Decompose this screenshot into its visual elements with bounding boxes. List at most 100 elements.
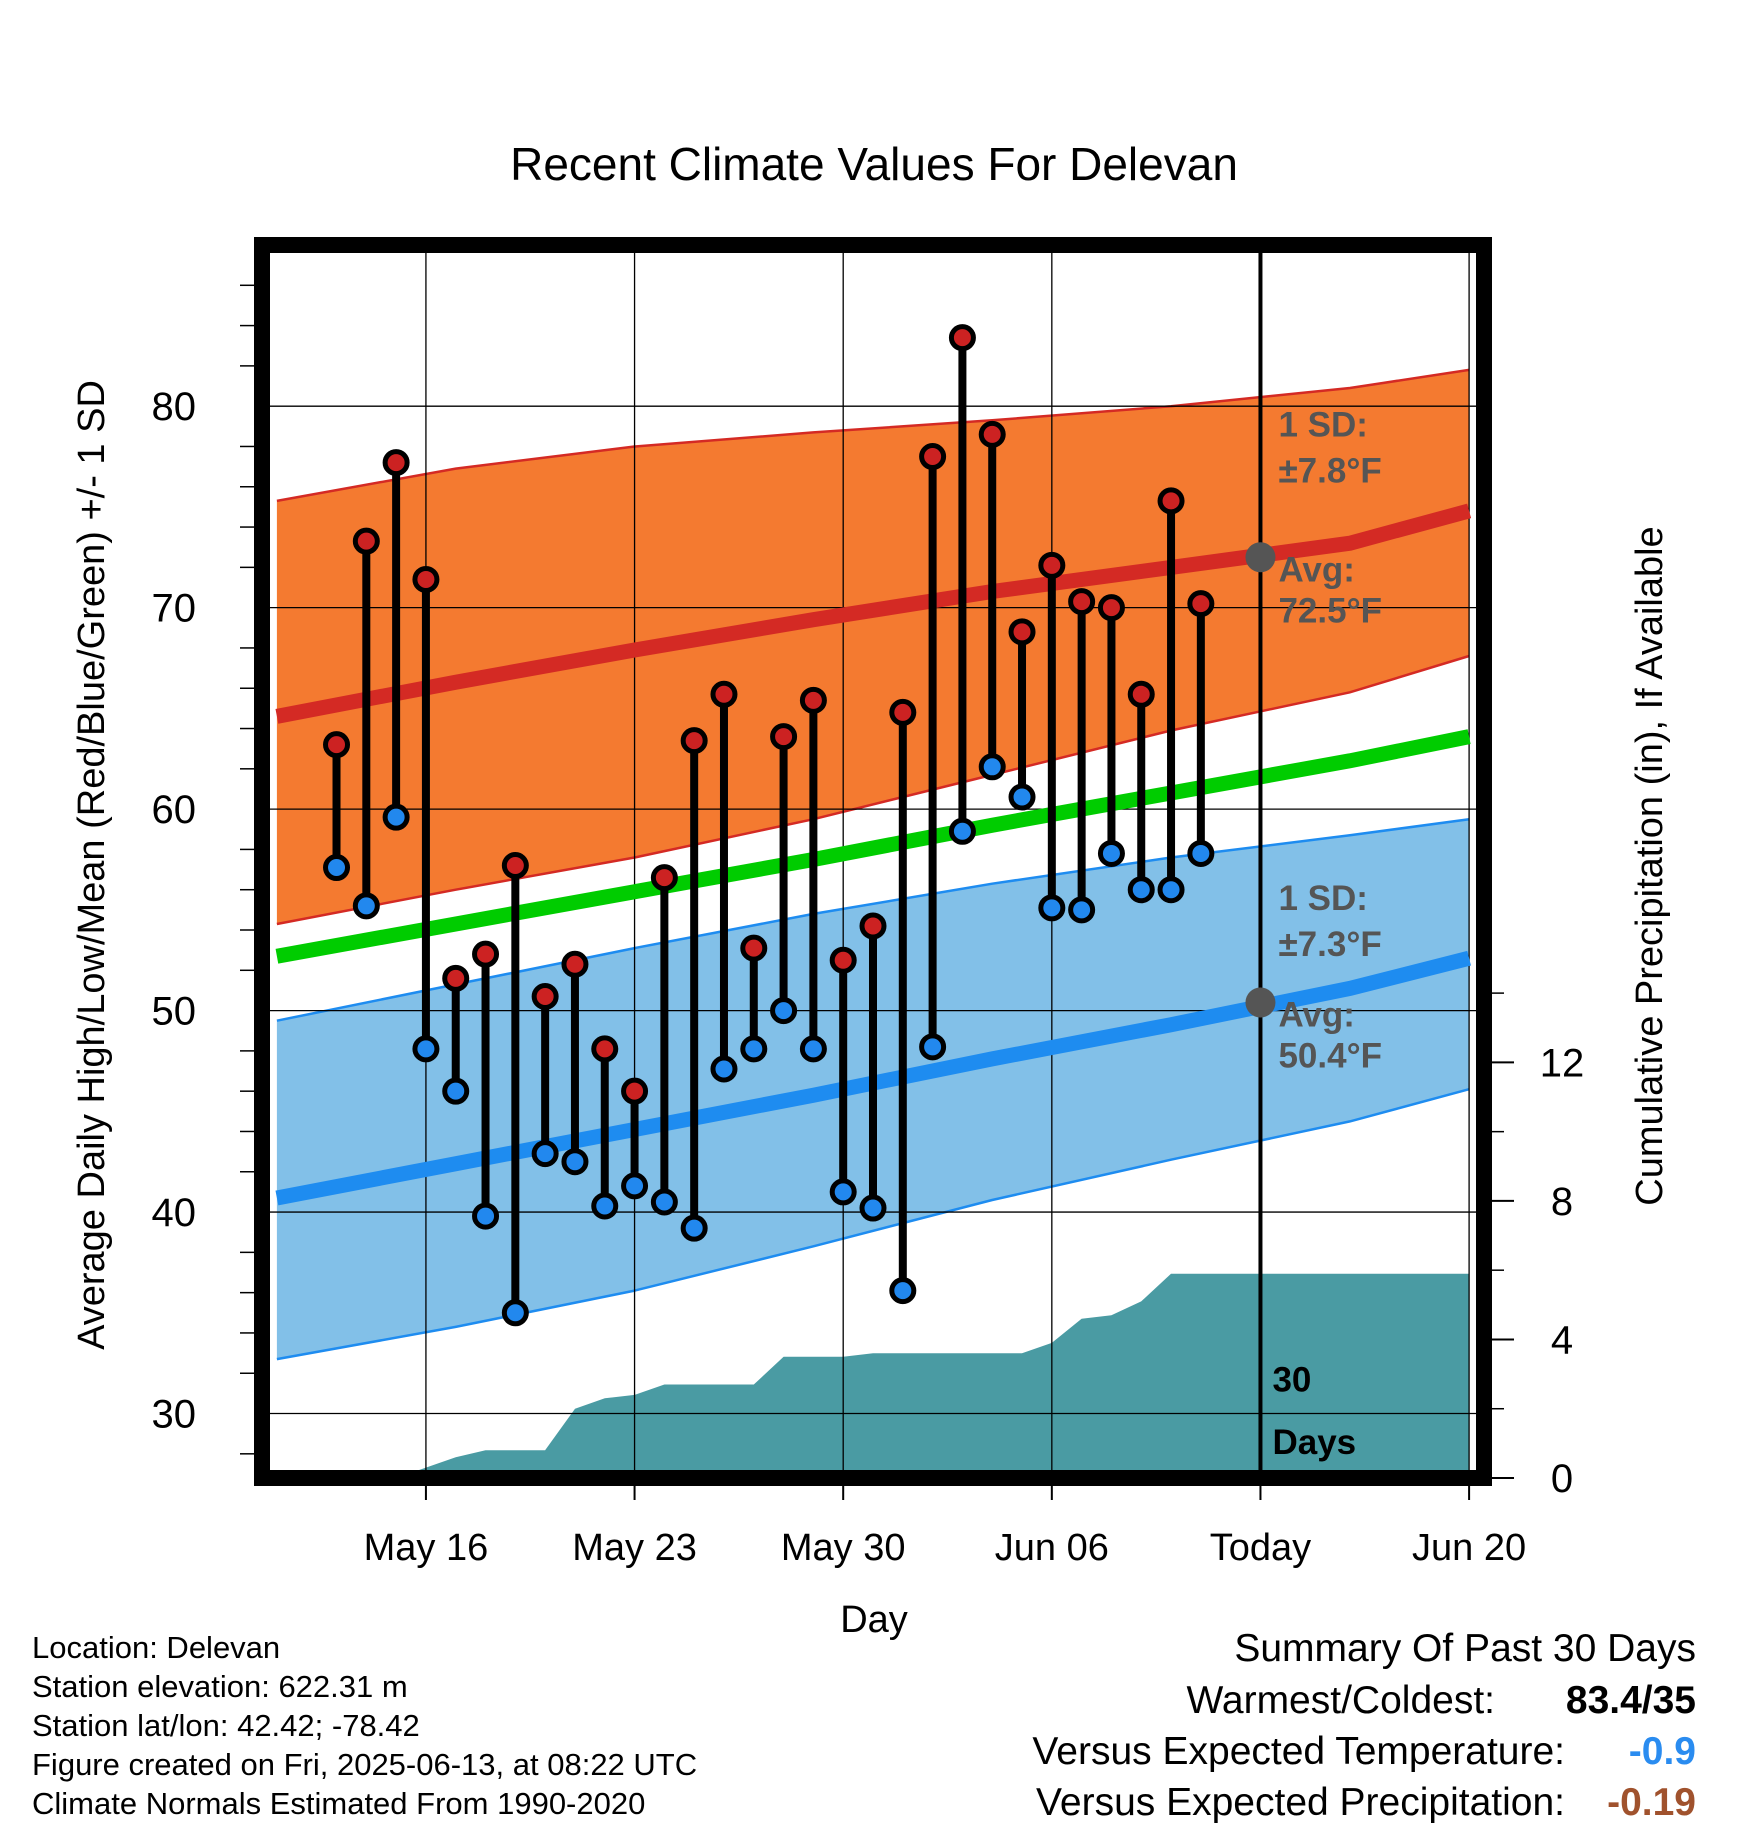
daily-low-point <box>1127 876 1155 904</box>
station-info: Location: Delevan Station elevation: 622… <box>32 1630 697 1821</box>
low-sd-label: 1 SD: <box>1278 879 1367 918</box>
y-tick-label: 80 <box>152 385 197 429</box>
info-latlon: Station lat/lon: 42.42; -78.42 <box>32 1708 420 1743</box>
daily-low-point <box>799 1035 827 1063</box>
daily-high-point <box>1068 588 1096 616</box>
y-axis-label: Average Daily High/Low/Mean (Red/Blue/Gr… <box>71 380 113 1350</box>
x-tick-label: May 30 <box>781 1527 906 1569</box>
daily-high-point <box>650 864 678 892</box>
daily-low-point <box>740 1035 768 1063</box>
daily-high-point <box>1127 680 1155 708</box>
plot-inner <box>262 245 1484 1478</box>
daily-high-point <box>591 1035 619 1063</box>
summary-temp-label: Versus Expected Temperature: <box>1032 1730 1565 1773</box>
high-avg-label: Avg: <box>1278 550 1354 589</box>
daily-low-point <box>501 1299 529 1327</box>
daily-low-point <box>352 892 380 920</box>
daily-high-point <box>561 950 589 978</box>
daily-low-point <box>442 1077 470 1105</box>
daily-high-point <box>859 912 887 940</box>
summary-warmest-value: 83.4/35 <box>1566 1679 1696 1722</box>
daily-high-point <box>978 420 1006 448</box>
high-sd-upper-line <box>276 368 1470 503</box>
daily-low-point <box>382 803 410 831</box>
daily-low-point <box>1068 896 1096 924</box>
today-high-avg-marker <box>1245 542 1276 573</box>
daily-low-point <box>948 817 976 845</box>
daily-high-point <box>382 449 410 477</box>
daily-high-point <box>799 686 827 714</box>
daily-low-point <box>1097 839 1125 867</box>
window-label-unit: Days <box>1272 1423 1356 1462</box>
daily-high-point <box>948 324 976 352</box>
daily-high-point <box>770 723 798 751</box>
daily-high-point <box>740 934 768 962</box>
precipitation-area <box>396 1273 1470 1478</box>
summary-title: Summary Of Past 30 Days <box>1234 1627 1696 1670</box>
y2-axis-label: Cumulative Precipitation (in), If Availa… <box>1629 526 1671 1205</box>
daily-low-point <box>889 1277 917 1305</box>
daily-high-point <box>829 946 857 974</box>
summary-precip-value: -0.19 <box>1607 1781 1696 1824</box>
summary-panel: Summary Of Past 30 Days Warmest/Coldest:… <box>1032 1627 1696 1824</box>
daily-low-point <box>978 753 1006 781</box>
y2-tick-label: 0 <box>1551 1457 1573 1501</box>
daily-low-point <box>650 1188 678 1216</box>
daily-high-point <box>531 982 559 1010</box>
daily-high-point <box>1157 487 1185 515</box>
daily-low-point <box>859 1194 887 1222</box>
summary-warmest-label: Warmest/Coldest: <box>1187 1679 1495 1722</box>
info-created: Figure created on Fri, 2025-06-13, at 08… <box>32 1747 697 1782</box>
daily-high-point <box>412 565 440 593</box>
daily-high-point <box>1187 590 1215 618</box>
today-low-avg-marker <box>1245 987 1276 1018</box>
y2-tick-label: 4 <box>1551 1318 1573 1362</box>
daily-high-point <box>1097 594 1125 622</box>
daily-high-point <box>323 731 351 759</box>
daily-high-point <box>472 940 500 968</box>
window-label-count: 30 <box>1272 1360 1311 1399</box>
daily-low-point <box>412 1035 440 1063</box>
daily-high-point <box>1008 618 1036 646</box>
daily-low-point <box>591 1192 619 1220</box>
summary-precip-label: Versus Expected Precipitation: <box>1036 1781 1565 1824</box>
y-tick-label: 60 <box>152 788 197 832</box>
daily-high-point <box>1038 551 1066 579</box>
daily-high-point <box>621 1077 649 1105</box>
daily-low-point <box>710 1055 738 1083</box>
daily-low-point <box>531 1140 559 1168</box>
chart-title: Recent Climate Values For Delevan <box>510 138 1238 190</box>
daily-low-point <box>770 997 798 1025</box>
daily-low-point <box>561 1148 589 1176</box>
y-tick-label: 50 <box>152 990 197 1034</box>
high-sd-value: ±7.8°F <box>1278 452 1381 491</box>
daily-high-point <box>680 727 708 755</box>
high-sd-label: 1 SD: <box>1278 405 1367 444</box>
daily-low-point <box>829 1178 857 1206</box>
daily-high-point <box>352 527 380 555</box>
x-tick-label: Today <box>1210 1527 1311 1569</box>
summary-temp-value: -0.9 <box>1629 1730 1696 1773</box>
daily-high-point <box>501 852 529 880</box>
normal-high-line <box>275 503 1472 724</box>
x-tick-label: Jun 20 <box>1412 1527 1526 1569</box>
y-tick-label: 70 <box>152 587 197 631</box>
daily-low-point <box>1157 876 1185 904</box>
x-tick-label: May 23 <box>572 1527 697 1569</box>
daily-low-point <box>1008 783 1036 811</box>
low-avg-value: 50.4°F <box>1278 1037 1382 1076</box>
daily-low-point <box>323 854 351 882</box>
daily-low-point <box>919 1033 947 1061</box>
y-tick-label: 40 <box>152 1191 197 1235</box>
daily-high-point <box>889 698 917 726</box>
x-axis-label: Day <box>840 1599 908 1641</box>
info-elevation: Station elevation: 622.31 m <box>32 1669 408 1704</box>
daily-high-point <box>442 964 470 992</box>
low-sd-value: ±7.3°F <box>1278 925 1381 964</box>
y2-tick-label: 12 <box>1540 1041 1585 1085</box>
info-normals: Climate Normals Estimated From 1990-2020 <box>32 1786 645 1821</box>
info-location: Location: Delevan <box>32 1630 280 1665</box>
plot-frame <box>254 237 1492 1486</box>
